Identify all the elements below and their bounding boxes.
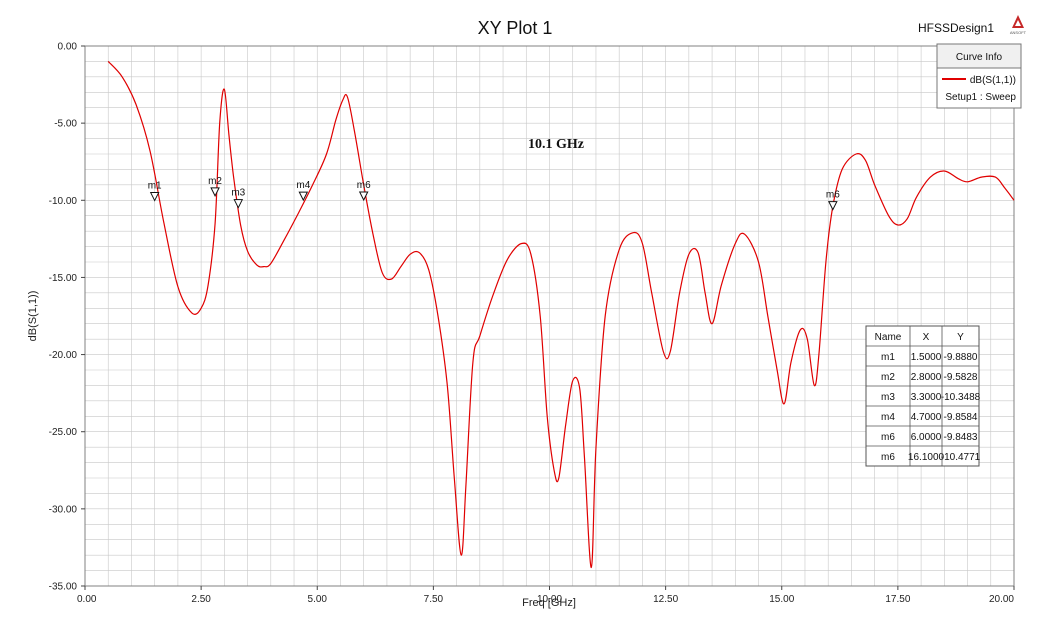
x-tick-label: 20.00	[989, 594, 1014, 605]
design-name: HFSSDesign1	[918, 21, 994, 35]
marker-triangle-icon	[210, 187, 220, 197]
legend-header-box	[936, 43, 1022, 69]
x-tick-label: 0.00	[77, 594, 97, 605]
marker-label: m2	[208, 176, 222, 187]
table-cell: -10.3488	[941, 392, 981, 403]
ansoft-logo-icon: ANSOFT	[1010, 15, 1027, 35]
table-header-cell: Y	[957, 332, 964, 343]
y-axis-title: dB(S(1,1))	[27, 291, 39, 342]
table-cell: m4	[881, 412, 895, 423]
y-tick-label: -10.00	[49, 196, 78, 207]
table-cell: 16.1000	[908, 452, 945, 463]
table-cell: m2	[881, 372, 895, 383]
table-cell: 6.0000	[911, 432, 942, 443]
table-header-cell: Name	[875, 332, 902, 343]
y-tick-label: -20.00	[49, 350, 78, 361]
marker-label: m6	[826, 190, 840, 201]
table-cell: -9.8584	[944, 412, 978, 423]
marker-label: m6	[357, 180, 371, 191]
marker-points: m1 m2 m3 m4 m6 m6	[148, 176, 840, 211]
table-cell: 3.3000	[911, 392, 942, 403]
series-line-s11	[107, 60, 1015, 569]
frequency-annotation: 10.1 GHz	[528, 137, 584, 152]
x-tick-label: 17.50	[885, 594, 910, 605]
table-cell: -10.4771	[941, 452, 981, 463]
chart-title: XY Plot 1	[478, 18, 553, 38]
marker-label: m3	[231, 188, 245, 199]
x-axis-ticks: 0.00 2.50 5.00 7.50 10.00 12.50 15.00 17.50 20.0…	[77, 586, 1015, 605]
x-tick-label: 7.50	[424, 594, 444, 605]
legend-header: Curve Info	[956, 52, 1003, 63]
table-cell: m3	[881, 392, 895, 403]
x-tick-label: 15.00	[769, 594, 794, 605]
y-tick-label: -5.00	[54, 119, 77, 130]
marker-triangle-icon	[358, 191, 369, 202]
y-tick-label: -15.00	[49, 273, 78, 284]
y-tick-label: -35.00	[49, 582, 78, 593]
table-cell: -9.5828	[944, 372, 978, 383]
marker-label: m4	[296, 180, 310, 191]
legend-entry-subtitle: Setup1 : Sweep	[945, 92, 1016, 103]
table-cell: 4.7000	[911, 412, 942, 423]
table-cell: -9.8880	[944, 352, 978, 363]
table-cell: m6	[881, 452, 895, 463]
x-tick-label: 5.00	[308, 594, 328, 605]
legend-entry-name: dB(S(1,1))	[970, 75, 1016, 86]
x-tick-label: 10.00	[537, 594, 562, 605]
svg-text:ANSOFT: ANSOFT	[1010, 30, 1027, 35]
y-axis-ticks: 0.00 -5.00 -10.00 -15.00 -20.00 -25.00 -30.00 -…	[49, 42, 85, 593]
x-tick-label: 12.50	[653, 594, 678, 605]
table-cell: m6	[881, 432, 895, 443]
table-cell: -9.8483	[944, 432, 978, 443]
x-tick-label: 2.50	[191, 594, 211, 605]
table-cell: 2.8000	[911, 372, 942, 383]
y-tick-label: -30.00	[49, 504, 78, 515]
marker-triangle-icon	[298, 191, 309, 202]
marker-label: m1	[148, 181, 162, 192]
legend-box: Curve Info dB(S(1,1)) Setup1 : Sweep	[936, 43, 1022, 109]
table-cell: 1.5000	[911, 352, 942, 363]
plot-grid	[85, 46, 1014, 586]
marker-table: Name X Ym1 1.5000 -9.8880 m2 2.8000 -9.5828 m3 3.…	[865, 325, 981, 467]
table-cell: m1	[881, 352, 895, 363]
marker-triangle-icon	[828, 201, 838, 211]
y-tick-label: 0.00	[58, 42, 78, 53]
marker-triangle-icon	[233, 199, 244, 209]
y-tick-label: -25.00	[49, 427, 78, 438]
legend-body-box	[936, 67, 1022, 109]
table-header-cell: X	[923, 332, 930, 343]
marker-triangle-icon	[149, 192, 160, 202]
x-axis-title: Freq [GHz]	[522, 597, 576, 609]
